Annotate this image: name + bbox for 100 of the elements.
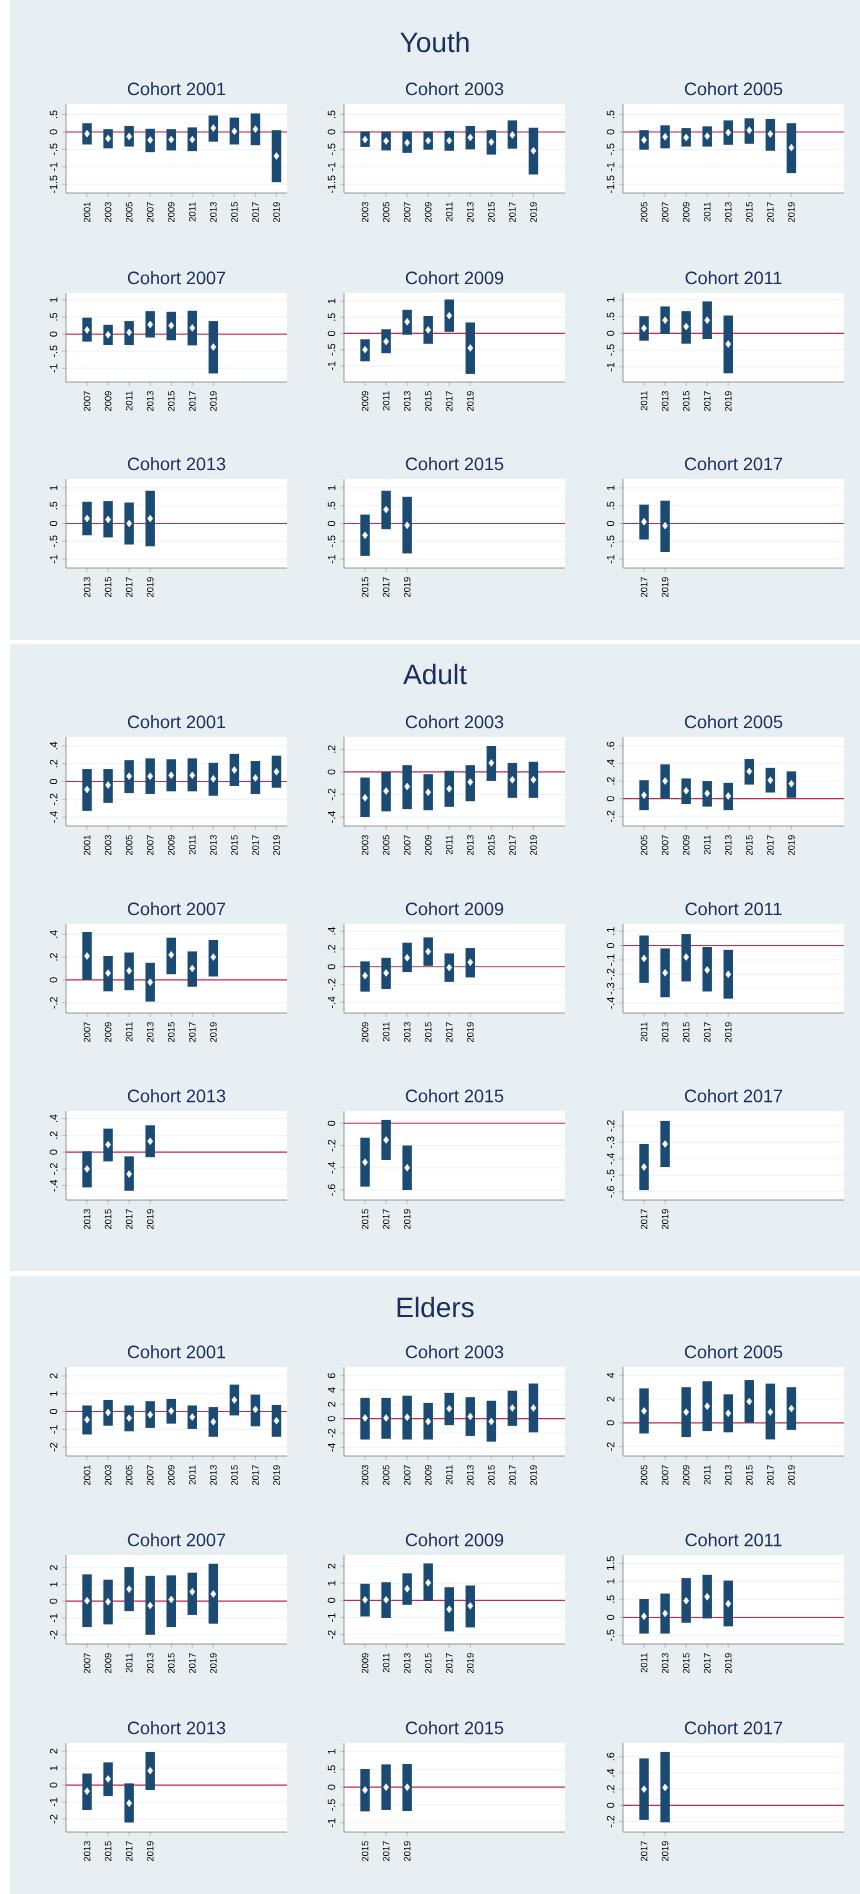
x-tick-label: 2015 bbox=[424, 1653, 432, 1674]
chart-title: Cohort 2013 bbox=[127, 457, 226, 471]
x-tick-label: 2017 bbox=[703, 391, 711, 412]
y-tick-label: .2 bbox=[606, 1785, 615, 1793]
x-tick-label: 2013 bbox=[661, 391, 669, 412]
bar bbox=[208, 321, 219, 374]
bar bbox=[465, 765, 476, 802]
y-tick-label: -.4 bbox=[606, 1152, 615, 1165]
x-tick-label: 2009 bbox=[361, 1022, 369, 1043]
point bbox=[126, 967, 133, 975]
bar bbox=[360, 1583, 370, 1617]
x-tick-label: 2019 bbox=[210, 1653, 217, 1674]
x-tick-label: 2005 bbox=[125, 202, 133, 223]
y-tick-label: -1 bbox=[606, 362, 615, 372]
point bbox=[509, 776, 516, 784]
point bbox=[189, 1413, 196, 1421]
bar bbox=[360, 514, 370, 556]
y-tick-label: -2 bbox=[49, 1630, 58, 1640]
bar bbox=[103, 501, 113, 538]
x-tick-label: 2005 bbox=[382, 835, 390, 856]
chart-title: Cohort 2011 bbox=[685, 1533, 782, 1547]
x-tick-label: 2015 bbox=[488, 835, 495, 856]
x-tick-label: 2017 bbox=[382, 1841, 390, 1862]
y-tick-label: -.2 bbox=[606, 968, 615, 980]
chart-title: Cohort 2001 bbox=[127, 1345, 226, 1359]
bar bbox=[103, 769, 113, 803]
point bbox=[383, 969, 389, 977]
y-tick-label: 0 bbox=[327, 769, 336, 775]
y-tick-label: -.5 bbox=[327, 1799, 336, 1811]
point bbox=[446, 136, 453, 145]
point bbox=[509, 1404, 516, 1412]
y-tick-label: .4 bbox=[49, 741, 58, 750]
x-tick-label: 2005 bbox=[640, 202, 648, 223]
y-tick-label: -.4 bbox=[49, 811, 58, 823]
y-tick-label: -1 bbox=[49, 1797, 58, 1807]
point bbox=[231, 1396, 238, 1404]
y-tick-label: .4 bbox=[606, 1768, 615, 1777]
bar bbox=[360, 1137, 370, 1187]
x-tick-label: 2017 bbox=[445, 1022, 453, 1043]
point bbox=[530, 776, 537, 784]
point bbox=[725, 1409, 732, 1418]
bar bbox=[145, 1752, 155, 1790]
y-tick-label: 0 bbox=[327, 1784, 336, 1790]
x-tick-label: 2009 bbox=[424, 1465, 432, 1486]
x-tick-label: 2011 bbox=[125, 1022, 133, 1042]
point bbox=[210, 775, 217, 783]
x-tick-label: 2007 bbox=[83, 391, 91, 412]
point bbox=[126, 132, 133, 141]
x-tick-label: 2019 bbox=[661, 1209, 669, 1230]
x-tick-label: 2005 bbox=[640, 1465, 648, 1486]
y-tick-label: -.2 bbox=[49, 793, 58, 806]
bar bbox=[208, 1563, 219, 1624]
bar bbox=[103, 955, 113, 992]
point bbox=[683, 133, 690, 142]
x-tick-label: 2007 bbox=[146, 835, 154, 856]
y-tick-label: 0 bbox=[327, 1416, 336, 1422]
point bbox=[425, 1579, 432, 1587]
x-tick-label: 2019 bbox=[724, 1022, 732, 1043]
chart-title: Cohort 2017 bbox=[684, 1721, 783, 1735]
bar bbox=[208, 762, 219, 796]
x-tick-label: 2019 bbox=[788, 835, 795, 856]
x-tick-label: 2005 bbox=[640, 835, 648, 856]
point bbox=[725, 970, 732, 978]
chart-title: Cohort 2005 bbox=[684, 715, 783, 729]
x-tick-label: 2007 bbox=[661, 835, 669, 856]
x-tick-label: 2015 bbox=[682, 391, 690, 412]
point bbox=[168, 771, 175, 780]
bar bbox=[723, 315, 733, 374]
point bbox=[404, 521, 411, 530]
point bbox=[446, 311, 453, 320]
chart-title: Cohort 2003 bbox=[405, 715, 504, 729]
bar bbox=[381, 1582, 391, 1619]
x-tick-label: 2015 bbox=[424, 391, 432, 412]
x-tick-label: 2011 bbox=[703, 202, 711, 222]
point bbox=[105, 331, 111, 339]
x-tick-label: 2013 bbox=[210, 835, 217, 856]
y-tick-label: -.2 bbox=[49, 1163, 58, 1175]
point bbox=[662, 969, 668, 977]
point bbox=[147, 1766, 154, 1775]
x-tick-label: 2011 bbox=[382, 1022, 390, 1042]
x-tick-label: 2011 bbox=[640, 1022, 648, 1042]
point bbox=[404, 139, 411, 147]
x-tick-label: 2019 bbox=[530, 835, 537, 856]
x-tick-label: 2019 bbox=[210, 1022, 217, 1043]
chart-title: Cohort 2011 bbox=[685, 902, 782, 916]
y-tick-label: 0 bbox=[49, 1782, 58, 1788]
y-tick-label: -.2 bbox=[327, 788, 336, 801]
x-tick-label: 2011 bbox=[445, 202, 453, 222]
x-tick-label: 2013 bbox=[403, 1022, 411, 1043]
x-tick-label: 2013 bbox=[467, 202, 474, 223]
y-tick-label: 0 bbox=[49, 1408, 58, 1415]
bar bbox=[723, 1394, 733, 1433]
y-tick-label: 0 bbox=[49, 778, 58, 785]
bar bbox=[145, 758, 155, 794]
y-tick-label: .2 bbox=[49, 759, 58, 768]
x-tick-label: 2007 bbox=[403, 835, 411, 856]
bar bbox=[702, 1574, 712, 1619]
chart-title: Cohort 2007 bbox=[127, 271, 226, 285]
x-tick-label: 2005 bbox=[125, 1465, 133, 1486]
bar bbox=[465, 322, 476, 374]
